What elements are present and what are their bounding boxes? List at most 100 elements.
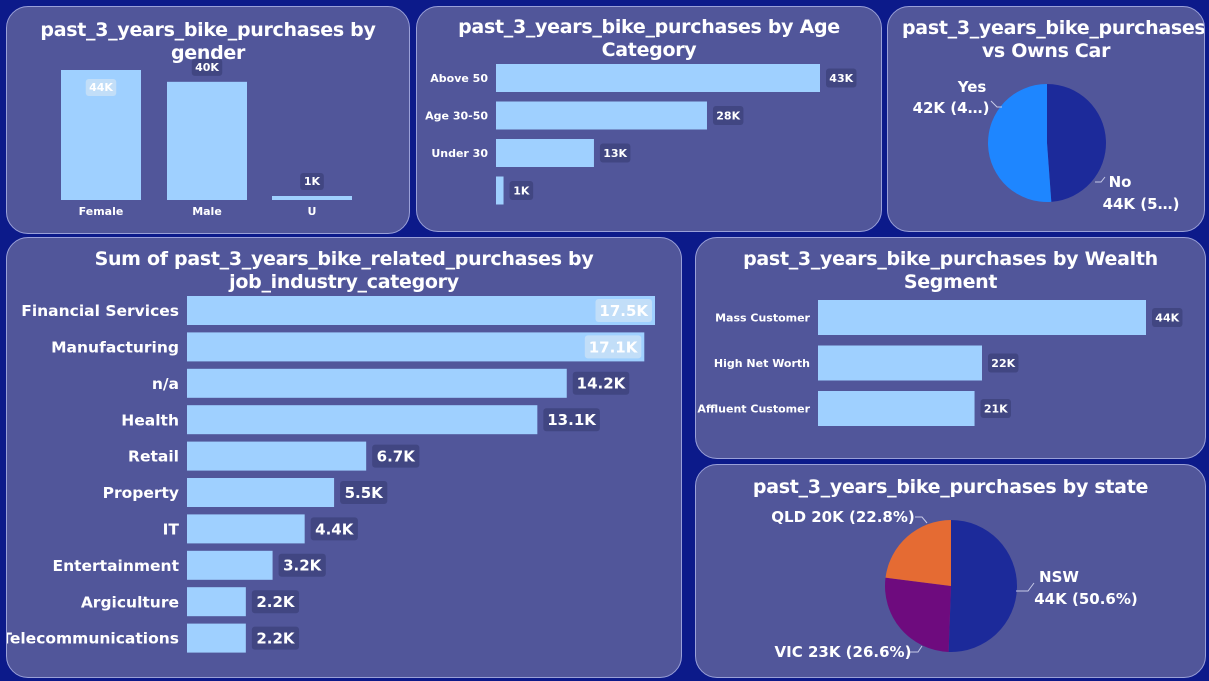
category-label: Affluent Customer xyxy=(697,402,810,415)
data-label: 17.1K xyxy=(589,338,639,356)
category-label: Female xyxy=(79,205,124,218)
data-label-bg xyxy=(372,444,420,468)
category-label: Health xyxy=(121,411,179,429)
data-label: 2.2K xyxy=(256,630,296,648)
data-label-bg xyxy=(988,353,1019,373)
age-chart-title: past_3_years_bike_purchases by Age Categ… xyxy=(458,16,840,61)
leader-line xyxy=(910,645,923,653)
state-card: past_3_years_bike_purchases by state NSW… xyxy=(695,464,1206,678)
pie-data-label: QLD 20K (22.8%) xyxy=(771,508,914,526)
pie-slice xyxy=(885,577,951,652)
category-label: Argiculture xyxy=(81,593,179,611)
pie-data-label: 44K (5…) xyxy=(1103,195,1180,213)
data-label-bg xyxy=(595,299,652,322)
data-label: 13.1K xyxy=(547,411,597,429)
category-label: Mass Customer xyxy=(715,311,810,324)
wealth-bar-chart[interactable]: Mass Customer 44K High Net Worth 22K Affluen… xyxy=(696,238,1206,459)
category-label: Property xyxy=(103,484,179,502)
data-label-bg xyxy=(300,173,324,190)
pie-data-label: 42K (4…) xyxy=(913,99,990,117)
pie-slice xyxy=(1047,84,1106,202)
data-label: 21K xyxy=(984,402,1008,415)
category-label: Age 30-50 xyxy=(425,109,488,122)
bar xyxy=(496,176,504,205)
category-label: U xyxy=(308,205,317,218)
car-chart-title-text: past_3_years_bike_purchases vs Owns Car xyxy=(902,17,1205,62)
data-label: 3.2K xyxy=(283,557,323,575)
bar xyxy=(167,81,247,200)
category-label: Financial Services xyxy=(21,302,179,320)
pie-data-label: 44K (50.6%) xyxy=(1034,590,1137,608)
data-label: 14.2K xyxy=(577,375,627,393)
data-label: 2.2K xyxy=(256,593,296,611)
data-label: 22K xyxy=(991,357,1015,370)
bar xyxy=(496,139,594,167)
category-label: IT xyxy=(163,520,180,538)
data-label: 6.7K xyxy=(377,448,417,466)
pie-legend-name: Yes xyxy=(957,78,987,96)
data-label: 43K xyxy=(829,72,853,85)
gender-card: past_3_years_bike_purchases by gender Fe… xyxy=(6,6,410,234)
bar xyxy=(187,550,273,580)
wealth-card: past_3_years_bike_purchases by Wealth Se… xyxy=(695,237,1206,459)
data-label: 17.5K xyxy=(599,302,649,320)
leader-line xyxy=(990,100,1002,108)
category-label: Above 50 xyxy=(430,72,488,85)
data-label-bg xyxy=(980,399,1012,418)
category-label: Entertainment xyxy=(52,557,179,575)
bar xyxy=(818,300,1146,335)
car-pie-chart[interactable]: Yes 42K (4…) No 44K (5…) xyxy=(888,7,1205,232)
data-label-bg xyxy=(251,590,300,614)
bar xyxy=(187,368,567,398)
category-label: Male xyxy=(192,205,222,218)
job-bar-chart[interactable]: Financial Services 17.5K Manufacturing 17.1… xyxy=(7,238,682,678)
data-label-bg xyxy=(543,408,600,432)
gender-bar-chart[interactable]: Female 44K Male 40K U 1K xyxy=(7,7,410,234)
bar xyxy=(187,332,645,362)
data-label-bg xyxy=(599,143,631,163)
bar xyxy=(818,391,975,426)
bar xyxy=(187,514,305,544)
pie-legend-name: No xyxy=(1109,173,1132,191)
car-chart-title: past_3_years_bike_purchases vs Owns Car xyxy=(888,17,1204,63)
data-label-bg xyxy=(85,79,117,96)
bar xyxy=(496,64,820,92)
category-label: n/a xyxy=(152,375,179,393)
data-label-bg xyxy=(584,335,642,359)
data-label-bg xyxy=(1152,308,1183,327)
pie-slice xyxy=(885,520,951,586)
bar xyxy=(187,623,246,653)
pie-slice xyxy=(948,520,1017,652)
category-label: Under 30 xyxy=(431,147,488,160)
job-chart-title: Sum of past_3_years_bike_related_purchas… xyxy=(94,248,594,293)
job-card: Sum of past_3_years_bike_related_purchas… xyxy=(6,237,682,678)
age-bar-chart[interactable]: Above 50 43K Age 30-50 28K Under 30 13K 1K xyxy=(417,7,882,232)
data-label-bg xyxy=(509,181,534,200)
data-label-bg xyxy=(712,106,744,125)
data-label-bg xyxy=(572,371,630,395)
bar xyxy=(187,296,655,325)
pie-legend-name: NSW xyxy=(1039,568,1079,586)
bar xyxy=(187,441,367,471)
data-label-bg xyxy=(826,68,857,88)
state-pie-chart[interactable]: NSW 44K (50.6%) QLD 20K (22.8%) VIC 23K (26… xyxy=(696,465,1206,678)
data-label-bg xyxy=(340,481,388,504)
pie-slice xyxy=(988,84,1052,202)
data-label: 13K xyxy=(603,147,627,160)
category-label: High Net Worth xyxy=(714,357,810,370)
age-card: past_3_years_bike_purchases by Age Categ… xyxy=(416,6,882,232)
leader-line xyxy=(1095,176,1106,183)
bar xyxy=(187,405,538,435)
data-label: 1K xyxy=(304,175,321,188)
data-label: 5.5K xyxy=(345,484,385,502)
leader-line xyxy=(915,516,928,524)
bar xyxy=(496,101,707,130)
data-label-bg xyxy=(278,553,326,577)
gender-chart-title: past_3_years_bike_purchases by gender xyxy=(40,19,376,64)
leader-line xyxy=(1016,582,1035,592)
data-label: 44K xyxy=(1155,311,1179,324)
pie-data-label: VIC 23K (26.6%) xyxy=(775,643,912,661)
state-chart-title: past_3_years_bike_purchases by state xyxy=(752,476,1149,498)
category-label: Retail xyxy=(128,448,179,466)
category-label: Telecommunications xyxy=(7,630,179,648)
